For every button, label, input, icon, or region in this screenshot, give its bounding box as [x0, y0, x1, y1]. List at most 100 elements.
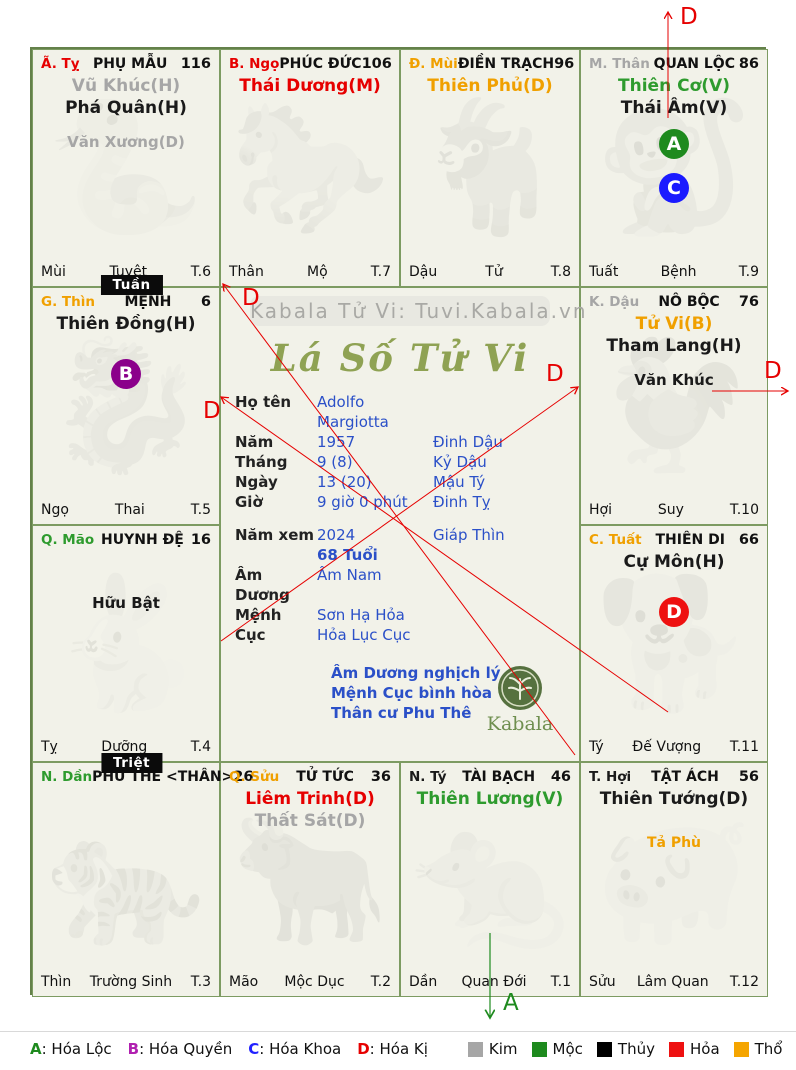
palace-number: 76 [738, 294, 759, 310]
palace-number: 66 [738, 532, 759, 548]
birth-month-value: 9 (8) [317, 453, 353, 471]
star: Thái Âm(V) [620, 98, 728, 119]
palace-stem: Đ. Mùi [409, 56, 458, 72]
palace-phase: Thai [114, 502, 145, 518]
palace-name: HUYNH ĐỆ [101, 532, 184, 548]
palace-phase: Quan Đới [461, 974, 527, 990]
star: Cự Môn(H) [623, 552, 725, 572]
palace-phase: Dưỡng [101, 739, 148, 755]
palace-huynh-de: Triệt 🐇 Q. Mão HUYNH ĐỆ 16 Hữu Bật Tỵ Dư… [32, 525, 220, 773]
info-label: Mệnh [235, 606, 282, 624]
palace-tu-tuc: 🐂 Q. Sửu TỬ TỨC 36 Liêm Trinh(D) Thất Sá… [220, 762, 400, 997]
palace-number: 86 [738, 56, 759, 72]
info-label: Âm Dương [235, 566, 290, 604]
palace-number: 116 [180, 56, 211, 72]
horse-zodiac-icon: 🐎 [230, 93, 390, 242]
center-info-panel: Kabala Tử Vi: Tuvi.Kabala.vn Lá Số Tử Vi… [220, 287, 586, 762]
palace-name: PHÚC ĐỨC [279, 56, 362, 72]
palace-phu-the: 🐅 N. Dần PHU THÊ <THÂN> 26 Thìn Trường S… [32, 762, 253, 997]
legend-element-thuy: Thủy [596, 1040, 655, 1058]
star: Tử Vi(B) [635, 314, 713, 334]
palace-name: NÔ BỘC [658, 294, 720, 310]
star: Thiên Lương(V) [416, 789, 564, 809]
hoa-quyen-mark: B [111, 359, 141, 390]
cuc-value: Hỏa Lục Cục [317, 626, 411, 644]
thuy-color-swatch [596, 1041, 612, 1057]
palace-stem: N. Tý [409, 769, 447, 785]
info-label: Giờ [235, 493, 263, 511]
kabala-tree-icon [498, 666, 542, 710]
am-duong-value: Âm Nam [317, 566, 382, 584]
info-label: Cục [235, 626, 266, 644]
palace-stem: Ã. Tỵ [41, 56, 80, 72]
palace-stem: Q. Sửu [229, 769, 280, 785]
palace-name: QUAN LỘC [653, 56, 735, 72]
palace-branch: Hợi [589, 502, 612, 518]
palace-name: TỬ TỨC [296, 769, 354, 785]
palace-name: TẬT ÁCH [651, 769, 719, 785]
ox-zodiac-icon: 🐂 [230, 804, 390, 954]
palace-name: ĐIỀN TRẠCH [457, 56, 555, 72]
star: Văn Xương(D) [67, 133, 185, 152]
chart-title: Lá Số Tử Vi [270, 336, 530, 380]
canchi-value: Đinh Tỵ [433, 493, 491, 511]
legend-hoa-ki: D: Hóa Kị [357, 1040, 428, 1058]
palace-cycle: T.4 [190, 739, 211, 755]
palace-stem: K. Dậu [589, 294, 640, 310]
palace-number: 26 [233, 769, 254, 785]
palace-stem: B. Ngọ [229, 56, 280, 72]
palace-branch: Tuất [589, 264, 619, 280]
palace-phuc-duc: 🐎 B. Ngọ PHÚC ĐỨC 106 Thái Dương(M) Thân… [220, 49, 400, 287]
snake-zodiac-icon: 🐍 [46, 93, 206, 242]
full-name-value: Adolfo Margiotta [317, 393, 389, 431]
legend-divider [0, 1031, 796, 1032]
palace-branch: Ngọ [41, 502, 69, 518]
star: Thiên Phủ(D) [427, 76, 553, 96]
star: Vũ Khúc(H) [71, 76, 181, 96]
palace-branch: Thân [229, 264, 264, 280]
rabbit-zodiac-icon: 🐇 [46, 568, 206, 718]
palace-branch: Sửu [589, 974, 616, 990]
star: Văn Khúc [634, 371, 714, 390]
palace-stem: C. Tuất [589, 532, 642, 548]
tiger-zodiac-icon: 🐅 [46, 804, 206, 954]
legend-element-kim: Kim [467, 1040, 518, 1058]
palace-phu-mau: 🐍 Ã. Tỵ PHỤ MẪU 116 Vũ Khúc(H) Phá Quân(… [32, 49, 220, 287]
palace-stem: N. Dần [41, 769, 93, 785]
palace-number: 36 [370, 769, 391, 785]
palace-number: 6 [200, 294, 211, 310]
palace-name: THIÊN DI [655, 532, 725, 548]
palace-branch: Dậu [409, 264, 438, 280]
goat-zodiac-icon: 🐐 [410, 93, 570, 242]
menh-value: Sơn Hạ Hỏa [317, 606, 405, 624]
palace-cycle: T.1 [550, 974, 571, 990]
canchi-value: Kỷ Dậu [433, 453, 487, 471]
age-value: 68 Tuổi [317, 546, 378, 564]
palace-stem: M. Thân [589, 56, 650, 72]
palace-cycle: T.8 [550, 264, 571, 280]
hoa-color-swatch [668, 1041, 684, 1057]
palace-phase: Mộc Dục [284, 974, 345, 990]
watermark-banner: Kabala Tử Vi: Tuvi.Kabala.vn [250, 296, 586, 326]
moc-color-swatch [531, 1041, 547, 1057]
tho-color-swatch [733, 1041, 749, 1057]
star: Thiên Cơ(V) [618, 76, 730, 96]
palace-stem: G. Thìn [41, 294, 95, 310]
star: Liêm Trinh(D) [245, 789, 375, 809]
info-label: Họ tên [235, 393, 292, 411]
palace-phase: Bệnh [660, 264, 697, 280]
star: Tả Phù [646, 835, 702, 852]
legend-element-hoa: Hỏa [668, 1040, 720, 1058]
star: Thiên Tướng(D) [599, 789, 749, 809]
kabala-logo: Kabala [483, 665, 557, 735]
palace-name: PHỤ MẪU [92, 56, 168, 72]
info-label: Tháng [235, 453, 288, 471]
palace-name: TÀI BẠCH [462, 769, 536, 785]
palace-cycle: T.7 [370, 264, 391, 280]
hoa-khoa-mark: C [659, 173, 689, 204]
triet-badge: Triệt [101, 753, 163, 773]
palace-number: 46 [550, 769, 571, 785]
palace-tai-bach: 🐀 N. Tý TÀI BẠCH 46 Thiên Lương(V) Dần Q… [400, 762, 580, 997]
hoa-ki-arrow-label: D [680, 4, 698, 30]
palace-number: 16 [190, 532, 211, 548]
